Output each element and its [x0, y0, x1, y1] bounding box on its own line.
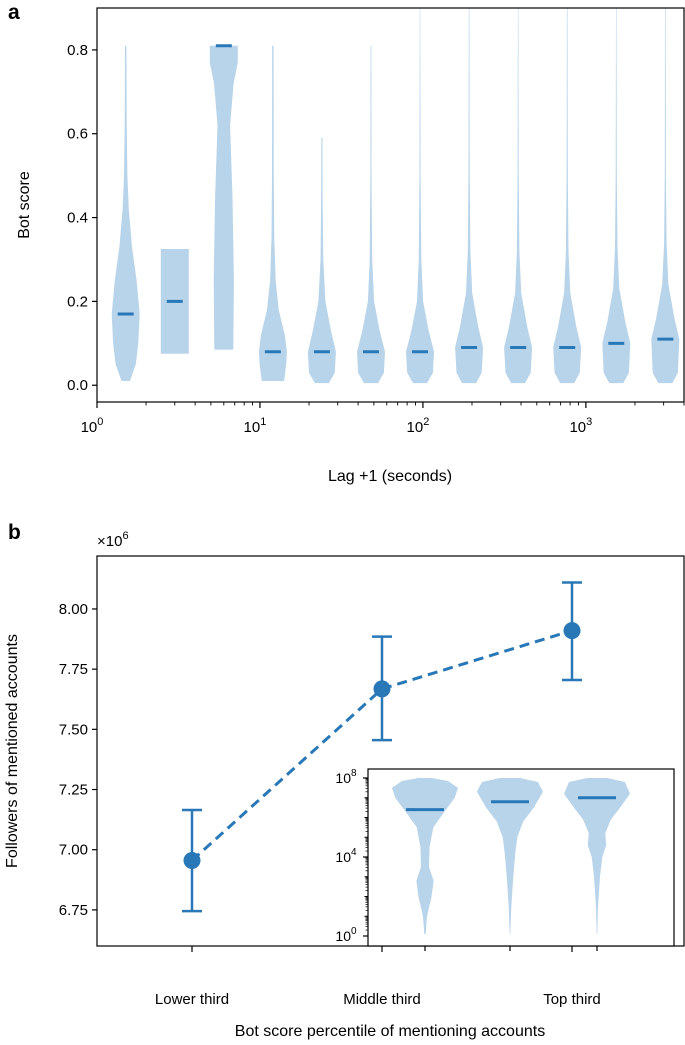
panel-b-x-tick-label: Top third — [543, 991, 601, 1008]
panel-a-violin — [602, 8, 631, 384]
panel-a-y-tick-label: 0.4 — [67, 210, 88, 227]
panel-b-scale-prefix: ×10 — [97, 533, 122, 550]
panel-a-x-tick-label: 103 — [569, 416, 592, 436]
panel-a-x-tick-label: 102 — [407, 416, 430, 436]
panel-a-label: a — [8, 1, 20, 24]
panel-a-violin — [307, 137, 336, 384]
panel-b-x-ticks: Lower third Middle third Top third — [155, 946, 601, 1008]
panel-b-y-ticks: 6.75 7.00 7.25 7.50 7.75 8.00 — [59, 601, 97, 919]
panel-a-violin — [111, 45, 140, 381]
panel-a-y-tick-label: 0.0 — [67, 377, 88, 394]
panel-a-violin — [209, 45, 238, 350]
inset-violin — [477, 778, 543, 934]
tick-exponent: 8 — [351, 768, 357, 779]
panel-b-x-tick-label: Lower third — [155, 991, 229, 1008]
panel-b-x-tick-label: Middle third — [343, 991, 421, 1008]
inset-y-tick-label: 100 — [335, 926, 357, 944]
inset-x-ticks — [424, 946, 598, 951]
tick-base: 10 — [407, 419, 424, 436]
panel-b-y-tick-label: 7.00 — [59, 842, 88, 859]
panel-b-data-point — [373, 680, 391, 698]
panel-b-data-point — [563, 622, 581, 640]
tick-exponent: 1 — [260, 416, 266, 428]
inset-violin — [564, 778, 630, 934]
panel-b-label: b — [8, 521, 21, 544]
tick-base: 10 — [335, 928, 351, 944]
tick-exponent: 0 — [351, 926, 357, 937]
panel-a-violin — [258, 45, 287, 381]
panel-b-x-axis-label: Bot score percentile of mentioning accou… — [235, 1023, 545, 1040]
inset-y-tick-label: 108 — [335, 768, 357, 786]
panel-a-y-tick-label: 0.6 — [67, 126, 88, 143]
panel-a-violin — [553, 8, 582, 384]
panel-a-violins — [111, 8, 680, 384]
tick-exponent: 0 — [97, 416, 103, 428]
tick-exponent: 3 — [586, 416, 592, 428]
panel-a-x-tick-label: 100 — [81, 416, 104, 436]
inset-y-tick-label: 104 — [335, 847, 357, 865]
tick-base: 10 — [569, 419, 586, 436]
panel-a-violin — [504, 8, 533, 384]
panel-a-violin — [406, 8, 434, 384]
tick-base: 10 — [335, 849, 351, 865]
panel-b-series — [182, 581, 582, 913]
tick-exponent: 4 — [351, 847, 357, 858]
tick-base: 10 — [244, 419, 261, 436]
panel-b-y-tick-label: 8.00 — [59, 601, 88, 618]
panel-a-y-tick-label: 0.8 — [67, 42, 88, 59]
panel-b-data-point — [183, 852, 201, 870]
tick-base: 10 — [335, 770, 351, 786]
panel-a-x-tick-label: 101 — [244, 416, 267, 436]
panel-a-y-tick-label: 0.2 — [67, 293, 88, 310]
panel-b-scale-exponent: 6 — [122, 530, 128, 542]
panel-b: b ×106 6.75 7.00 7.25 7.50 7.75 8.00 Lower th… — [4, 521, 685, 1040]
panel-a-y-ticks: 0.0 0.2 0.4 0.6 0.8 — [67, 42, 97, 394]
tick-exponent: 2 — [423, 416, 429, 428]
panel-a: a 0.00.20.40.60.8 100 101 102 103 Lag +1 (s… — [8, 1, 685, 485]
panel-b-y-tick-label: 7.75 — [59, 661, 88, 678]
panel-a-x-ticks: 100 101 102 103 — [81, 402, 685, 436]
panel-a-axes-frame — [96, 7, 685, 403]
panel-b-y-scale-factor: ×106 — [97, 530, 129, 550]
tick-base: 10 — [81, 419, 98, 436]
inset-violin — [392, 778, 458, 934]
panel-b-y-tick-label: 6.75 — [59, 902, 88, 919]
panel-a-violin — [455, 8, 484, 384]
panel-b-y-tick-label: 7.50 — [59, 721, 88, 738]
panel-a-violin — [357, 45, 385, 384]
panel-b-y-tick-label: 7.25 — [59, 782, 88, 799]
inset-violins — [392, 778, 630, 934]
panel-a-violin — [651, 8, 680, 384]
panel-a-x-axis-label: Lag +1 (seconds) — [328, 468, 452, 485]
panel-a-y-axis-label: Bot score — [16, 171, 33, 239]
panel-b-y-axis-label: Followers of mentioned accounts — [4, 634, 21, 868]
